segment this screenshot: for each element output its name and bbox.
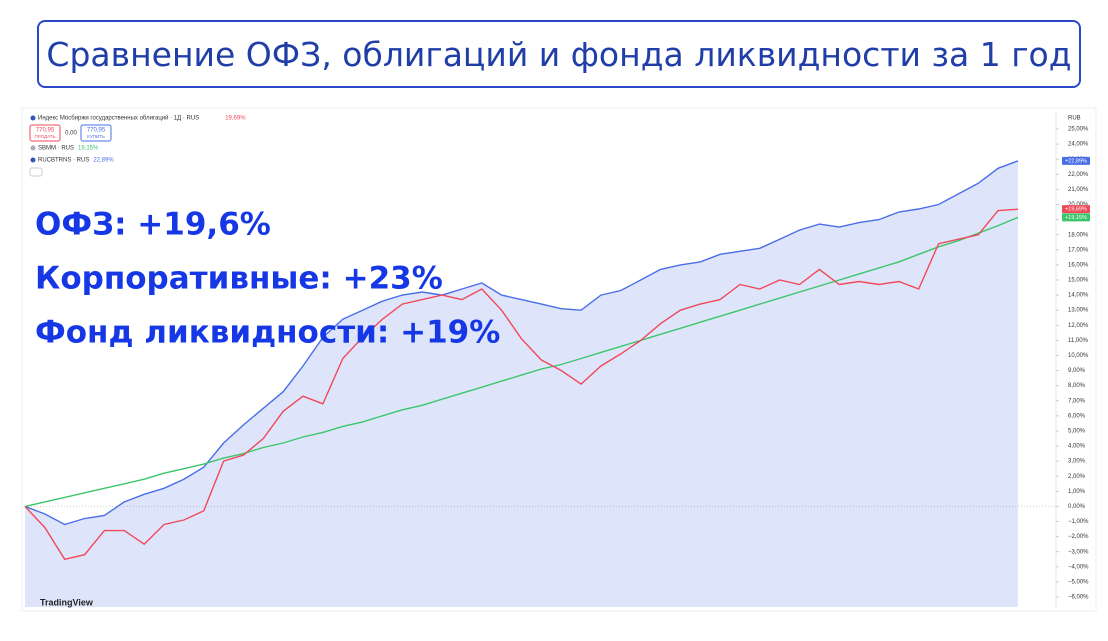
buy-label: КУПИТЬ <box>87 134 105 139</box>
series-line <box>24 208 1019 561</box>
currency: RUB <box>1068 116 1081 122</box>
price-tag-label: +19,15% <box>1065 215 1087 221</box>
y-tick-label: 3,00% <box>1068 459 1086 465</box>
y-tick-label: 1,00% <box>1068 489 1086 495</box>
y-tick-label: −4,00% <box>1068 564 1089 570</box>
y-tick-label: 10,00% <box>1068 353 1089 359</box>
sell-button[interactable] <box>29 124 61 142</box>
y-tick-label: 13,00% <box>1068 308 1089 314</box>
y-tick-label: 6,00% <box>1068 413 1086 419</box>
sell-label: ПРОДАТЬ <box>35 134 56 139</box>
price-tag-label: +19,69% <box>1065 207 1087 213</box>
spread: 0,00 <box>65 131 77 137</box>
series-line <box>24 216 1019 508</box>
price-tag <box>1062 156 1090 165</box>
price-tag-label: +22,89% <box>1065 158 1087 164</box>
y-tick-label: 25,00% <box>1068 127 1089 133</box>
legend-name: SBMM · RUS <box>38 146 74 152</box>
y-tick-label: 9,00% <box>1068 368 1086 374</box>
y-tick-label: 4,00% <box>1068 444 1086 450</box>
y-tick-label: 7,00% <box>1068 398 1086 404</box>
y-tick-label: 8,00% <box>1068 383 1086 389</box>
slide-title: Сравнение ОФЗ, облигаций и фонда ликвидн… <box>37 20 1081 88</box>
legend-value: 22,89% <box>93 158 114 164</box>
y-tick-label: 21,00% <box>1068 187 1089 193</box>
price-tag <box>1062 205 1090 214</box>
y-tick-label: 12,00% <box>1068 323 1089 329</box>
price-tag <box>1062 213 1090 222</box>
chart-frame <box>21 107 1097 612</box>
y-tick-label: 15,00% <box>1068 278 1089 284</box>
buy-price: 770,95 <box>87 128 106 134</box>
y-tick-label: 2,00% <box>1068 474 1086 480</box>
y-tick-label: 17,00% <box>1068 247 1089 253</box>
y-tick-label: 11,00% <box>1068 338 1089 344</box>
legend-icon <box>30 145 36 151</box>
y-tick-label: 0,00% <box>1068 504 1086 510</box>
y-tick-label: −1,00% <box>1068 519 1089 525</box>
legend-icon <box>30 157 36 163</box>
y-tick-label: 22,00% <box>1068 172 1089 178</box>
y-tick-label: 20,00% <box>1068 202 1089 208</box>
legend-icon <box>30 115 36 121</box>
legend-value: 19,15% <box>78 146 99 152</box>
legend-name: Индекс Мосбиржи государственных облигаци… <box>38 115 199 122</box>
y-tick-label: 16,00% <box>1068 262 1089 268</box>
y-tick-label: −6,00% <box>1068 595 1089 601</box>
y-tick-label: 5,00% <box>1068 429 1086 435</box>
area <box>25 160 1018 607</box>
sell-price: 770,95 <box>36 128 55 134</box>
brand: TradingView <box>40 597 94 607</box>
annotation: ОФЗ: +19,6% <box>35 207 271 243</box>
legend-value: 19,69% <box>225 116 246 122</box>
collapse-button[interactable] <box>29 167 43 177</box>
y-tick-label: 18,00% <box>1068 232 1089 238</box>
annotation: Фонд ликвидности: +19% <box>35 315 500 351</box>
y-tick-label: 24,00% <box>1068 142 1089 148</box>
y-tick-label: −3,00% <box>1068 549 1089 555</box>
annotation: Корпоративные: +23% <box>35 261 443 297</box>
legend-name: RUCBTRNS · RUS <box>38 158 89 164</box>
y-tick-label: −5,00% <box>1068 579 1089 585</box>
series-line <box>24 160 1019 526</box>
buy-button[interactable] <box>80 124 112 142</box>
y-tick-label: −2,00% <box>1068 534 1089 540</box>
y-tick-label: 14,00% <box>1068 293 1089 299</box>
